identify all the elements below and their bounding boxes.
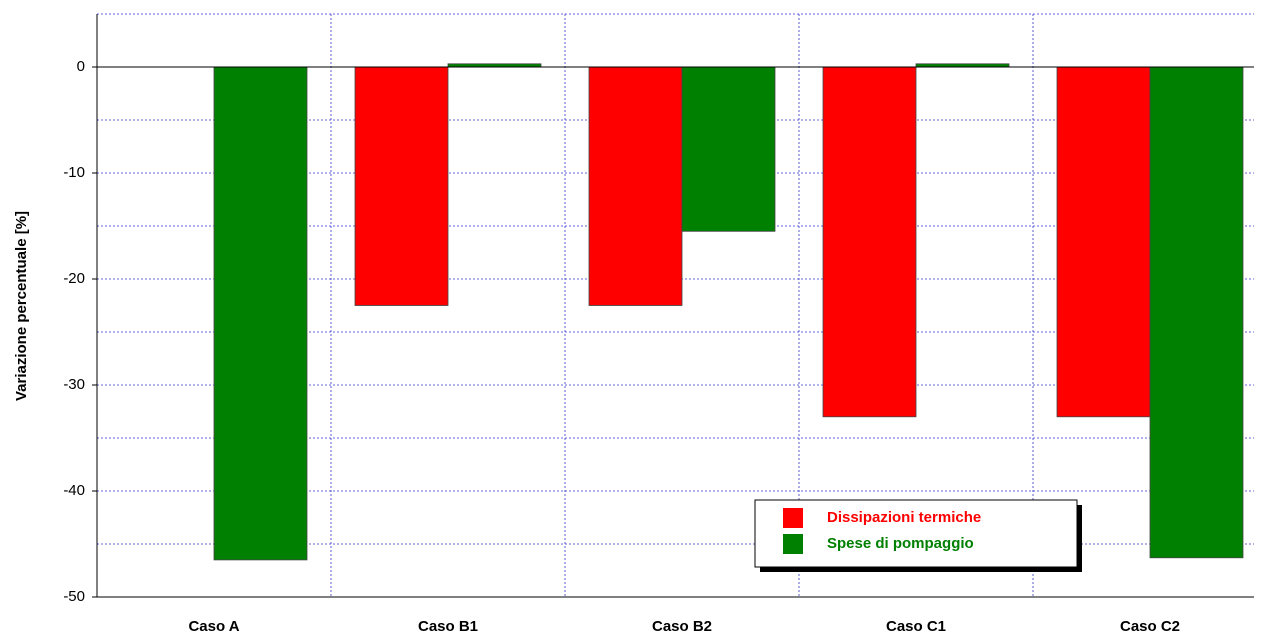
x-tick-label: Caso A	[188, 618, 239, 635]
legend-swatch	[783, 508, 803, 528]
y-tick-label: -10	[63, 164, 85, 181]
legend-label: Dissipazioni termiche	[827, 509, 981, 526]
legend-label: Spese di pompaggio	[827, 535, 974, 552]
y-tick-label: -30	[63, 376, 85, 393]
y-tick-label: -20	[63, 270, 85, 287]
bar	[1056, 66, 1151, 418]
x-tick-label: Caso B2	[652, 618, 712, 635]
x-tick-label: Caso C1	[886, 618, 946, 635]
y-tick-label: -40	[63, 482, 85, 499]
bar	[822, 66, 917, 418]
bar	[213, 66, 308, 561]
x-tick-label: Caso B1	[418, 618, 478, 635]
legend-box	[754, 499, 1078, 568]
y-axis-label: Variazione percentuale [%]	[13, 211, 30, 401]
bar	[681, 66, 776, 232]
y-tick-label: -50	[63, 588, 85, 605]
legend-swatch	[783, 534, 803, 554]
bar	[588, 66, 683, 306]
x-tick-label: Caso C2	[1120, 618, 1180, 635]
bar	[354, 66, 449, 306]
bar	[1149, 66, 1244, 559]
y-tick-label: 0	[77, 58, 85, 75]
